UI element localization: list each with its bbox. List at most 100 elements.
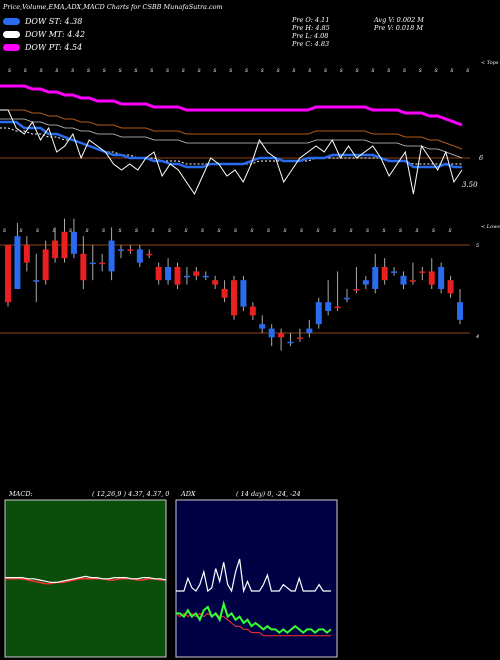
low-marker: s — [366, 227, 369, 234]
price-close-line — [0, 109, 463, 196]
candle-body — [259, 324, 266, 329]
low-marker: s — [284, 227, 287, 234]
candle-body — [391, 271, 398, 273]
candle-body — [5, 245, 11, 303]
top-marker: s — [466, 67, 469, 74]
low-marker: s — [333, 227, 336, 234]
pre-high: Pre H: 4.85 — [292, 24, 330, 32]
candle-body — [33, 280, 40, 282]
pt-swatch — [3, 44, 20, 51]
candle-body — [14, 236, 21, 289]
candle-body — [221, 289, 228, 298]
candle-body — [146, 253, 153, 256]
top-marker: s — [40, 67, 43, 74]
top-marker: s — [403, 67, 406, 74]
low-marker: s — [300, 227, 303, 234]
low-marker: s — [20, 227, 23, 234]
top-marker: s — [308, 67, 311, 74]
low-marker: s — [69, 227, 72, 234]
low-marker: s — [350, 227, 353, 234]
low-marker: s — [218, 227, 221, 234]
dow-mt-line — [0, 127, 462, 165]
top-marker: s — [356, 67, 359, 74]
candle-body — [353, 289, 360, 291]
candle-body — [419, 271, 426, 273]
low-marker: s — [267, 227, 270, 234]
candle-body — [108, 240, 115, 272]
low-marker: s — [3, 227, 6, 234]
candle-body — [344, 297, 350, 300]
mt-swatch — [3, 31, 20, 38]
top-marker: s — [419, 67, 422, 74]
top-marker: s — [450, 67, 453, 74]
pre-low: Pre L: 4.08 — [292, 32, 329, 40]
top-marker: s — [166, 67, 169, 74]
low-marker: s — [449, 227, 452, 234]
candle-body — [70, 231, 77, 254]
candle-body — [155, 267, 162, 281]
upper-six-label: 6 — [479, 154, 484, 162]
top-marker: s — [324, 67, 327, 74]
candle-body — [278, 333, 285, 338]
low-marker: s — [36, 227, 39, 234]
candle-body — [381, 267, 388, 281]
top-marker: s — [150, 67, 153, 74]
top-marker: s — [340, 67, 343, 74]
low-marker: s — [234, 227, 237, 234]
candle-body — [193, 271, 200, 276]
low-marker: s — [383, 227, 386, 234]
candle-body — [409, 280, 416, 282]
adx-params: ( 14 day) 0, -24, -24 — [236, 490, 301, 498]
low-marker: s — [152, 227, 155, 234]
candle-body — [325, 302, 332, 311]
low-marker: s — [201, 227, 204, 234]
chart-title: Price,Volume,EMA,ADX,MACD Charts for CSB… — [3, 3, 223, 11]
top-marker: s — [103, 67, 106, 74]
low-marker: s — [251, 227, 254, 234]
candle-body — [372, 267, 379, 289]
candle-body — [249, 306, 256, 316]
low-marker: s — [53, 227, 56, 234]
top-marker: s — [277, 67, 280, 74]
top-marker: s — [134, 67, 137, 74]
legend-st-label: DOW ST: 4.38 — [25, 17, 83, 26]
top-marker: s — [71, 67, 74, 74]
lower-five-label: 5 — [476, 243, 480, 249]
top-marker: s — [213, 67, 216, 74]
top-marker: s — [8, 67, 11, 74]
candle-body — [23, 245, 30, 263]
top-marker: s — [229, 67, 232, 74]
top-marker: s — [198, 67, 201, 74]
top-marker: s — [245, 67, 248, 74]
low-marker: s — [135, 227, 138, 234]
candle-body — [127, 249, 134, 251]
top-marker: s — [119, 67, 122, 74]
candle-body — [61, 231, 68, 259]
candle-body — [174, 267, 181, 285]
candle-body — [80, 253, 87, 281]
upper-top-label: < Tops — [481, 60, 499, 66]
candle-body — [400, 275, 407, 285]
macd-panel — [4, 499, 167, 658]
candle-body — [296, 337, 303, 339]
candle-body — [212, 280, 219, 285]
candle-body — [52, 240, 59, 259]
legend-mt: DOW MT: 4.42 — [3, 30, 85, 39]
candle-body — [315, 302, 322, 325]
candle-body — [447, 280, 454, 294]
top-marker: s — [387, 67, 390, 74]
candle-body — [118, 249, 124, 251]
low-marker: s — [432, 227, 435, 234]
macd-label: MACD: — [9, 490, 33, 498]
top-marker: s — [371, 67, 374, 74]
legend-mt-label: DOW MT: 4.42 — [25, 30, 86, 39]
low-marker: s — [119, 227, 122, 234]
candle-body — [287, 341, 294, 344]
candle-body — [183, 275, 190, 278]
top-marker: s — [261, 67, 264, 74]
top-marker: s — [182, 67, 185, 74]
low-marker: s — [168, 227, 171, 234]
